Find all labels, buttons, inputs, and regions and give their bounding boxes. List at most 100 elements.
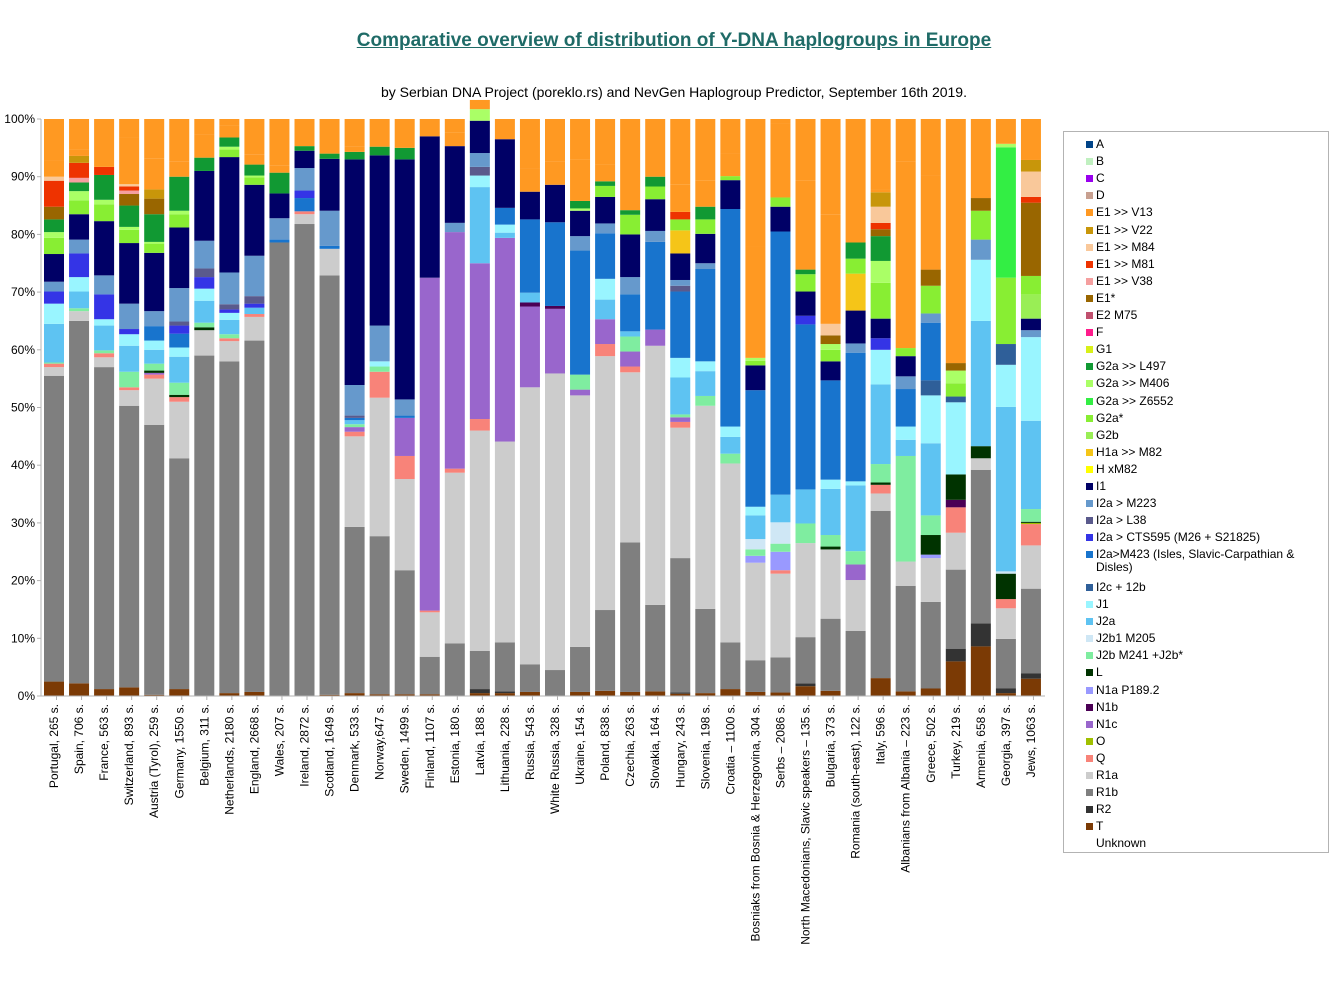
x-tick-label: Albanians from Albania – 223 s. (899, 704, 913, 873)
bar-segment (344, 526, 365, 694)
bar-segment (670, 253, 691, 280)
bar-segment (920, 601, 941, 689)
bar-segment (69, 308, 90, 312)
bar-stack (970, 119, 991, 696)
bar-segment (344, 424, 365, 428)
bar-segment (319, 245, 340, 249)
bar-segment (244, 177, 265, 185)
bar-segment (469, 419, 490, 431)
bar-segment (494, 693, 515, 696)
bar-segment-remainder (1020, 119, 1041, 160)
bar-stack (695, 119, 716, 696)
bar-segment (745, 555, 766, 563)
bar-segment (820, 479, 841, 489)
legend-swatch (1086, 226, 1093, 234)
bar-segment (795, 269, 816, 275)
legend-item: R1b (1096, 785, 1119, 800)
bar-segment (670, 417, 691, 422)
bar-segment (670, 693, 691, 696)
bar-segment (344, 427, 365, 432)
bar-stack (545, 119, 565, 696)
bar-segment (620, 336, 641, 352)
bar-segment (570, 389, 591, 396)
bar-segment (670, 184, 691, 212)
bar-segment (294, 190, 315, 199)
bar-segment (895, 455, 916, 562)
x-tick-label: Sweden, 1499 s. (398, 704, 412, 793)
bar-segment (970, 239, 991, 260)
bar-segment-remainder (670, 119, 691, 185)
x-tick-label: Denmark, 533 s. (348, 704, 362, 792)
bar-segment (720, 153, 741, 177)
bar-segment (695, 693, 716, 696)
bar-segment (394, 694, 415, 696)
bar-segment (344, 384, 365, 416)
bar-segment (244, 184, 265, 256)
bar-segment (69, 291, 90, 309)
legend-item: J2b1 M205 (1096, 631, 1156, 646)
legend-item: I2a > CTS595 (M26 + S21825) (1096, 530, 1261, 545)
bar-segment (294, 211, 315, 215)
bar-segment-remainder (870, 119, 891, 190)
legend-swatch (1086, 175, 1093, 183)
bar-stack (369, 119, 390, 696)
bar-segment (194, 327, 215, 331)
bar-segment (269, 193, 290, 219)
bar-segment (169, 401, 190, 459)
bar-segment (1020, 588, 1041, 674)
bar-segment (344, 431, 365, 437)
y-tick-label: 10% (11, 631, 35, 645)
bar-segment (620, 294, 641, 332)
x-tick-label: Austria (Tyrol), 259 s. (147, 704, 161, 818)
bar-segment (770, 206, 791, 232)
bar-segment (595, 196, 616, 224)
bar-segment (94, 294, 115, 320)
legend-item: Q (1096, 750, 1106, 765)
bar-segment (995, 571, 1016, 574)
bar-stack (394, 119, 415, 696)
bar-stacks (44, 99, 1041, 696)
bar-segment (394, 479, 415, 571)
bar-segment (169, 210, 190, 215)
bar-segment (119, 687, 140, 696)
y-tick-label: 0% (18, 689, 36, 703)
bar-stack (269, 119, 290, 696)
bar-segment (469, 187, 490, 264)
legend-item: J1 (1096, 597, 1109, 611)
bar-segment (895, 691, 916, 696)
legend-swatch (1086, 277, 1093, 285)
bar-stack (720, 119, 741, 696)
bar-segment (169, 214, 190, 228)
bar-segment (745, 390, 766, 507)
legend-swatch (1086, 806, 1093, 814)
x-tick-label: Croatia – 1100 s. (723, 704, 737, 795)
bar-segment (44, 237, 64, 255)
bar-segment (745, 357, 766, 361)
legend-swatch (1086, 294, 1093, 302)
bar-segment (820, 335, 841, 345)
legend-swatch (1086, 431, 1093, 439)
bar-segment-remainder (545, 119, 565, 162)
bar-segment (194, 134, 215, 158)
bar-segment (920, 558, 941, 602)
bar-segment (44, 254, 64, 282)
bar-segment-remainder (244, 119, 265, 155)
bar-segment (620, 210, 641, 215)
bar-segment (169, 394, 190, 398)
x-axis: Portugal, 265 s. Spain, 706 s. France, 563… (41, 695, 1045, 945)
bar-segment-remainder (895, 119, 916, 162)
bar-segment (194, 240, 215, 269)
bar-stack (219, 119, 240, 696)
bar-segment (169, 397, 190, 402)
x-tick-label: North Macedonians, Slavic speakers – 135… (799, 704, 813, 945)
bar-segment (69, 191, 90, 201)
bar-segment (795, 180, 816, 270)
bar-segment (670, 558, 691, 693)
bar-segment (494, 237, 515, 442)
bar-segment (995, 693, 1016, 696)
y-tick-label: 20% (11, 574, 35, 588)
bar-segment (670, 357, 691, 378)
bar-segment (194, 330, 215, 356)
bar-segment (169, 347, 190, 357)
bar-segment (319, 210, 340, 246)
